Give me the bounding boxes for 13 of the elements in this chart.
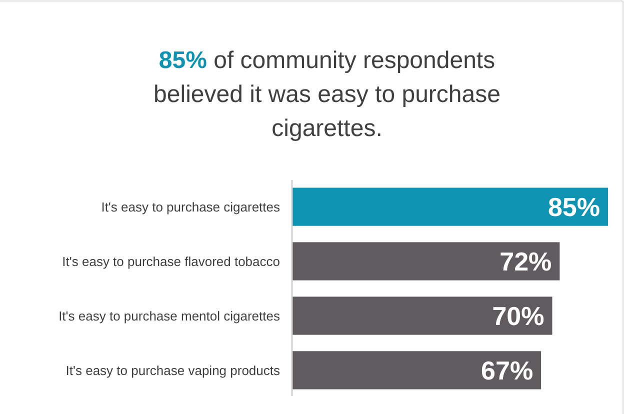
- chart-title: 85% of community respondents believed it was easy to purchase cigarettes.: [154, 47, 500, 142]
- bar: [292, 296, 552, 335]
- bar: [292, 188, 608, 226]
- data-label: 70%: [492, 301, 544, 332]
- data-label: 85%: [548, 192, 600, 222]
- data-label: 67%: [481, 356, 534, 386]
- bar: [292, 242, 560, 280]
- y-tick-label: It's easy to purchase vaping products: [66, 362, 280, 378]
- bar: [292, 351, 542, 390]
- y-tick-label: It's easy to purchase cigarettes: [101, 199, 280, 214]
- data-label: 72%: [500, 246, 552, 277]
- y-tick-label: It's easy to purchase mentol cigarettes: [58, 308, 280, 324]
- y-tick-label: It's easy to purchase flavored tobacco: [62, 254, 280, 269]
